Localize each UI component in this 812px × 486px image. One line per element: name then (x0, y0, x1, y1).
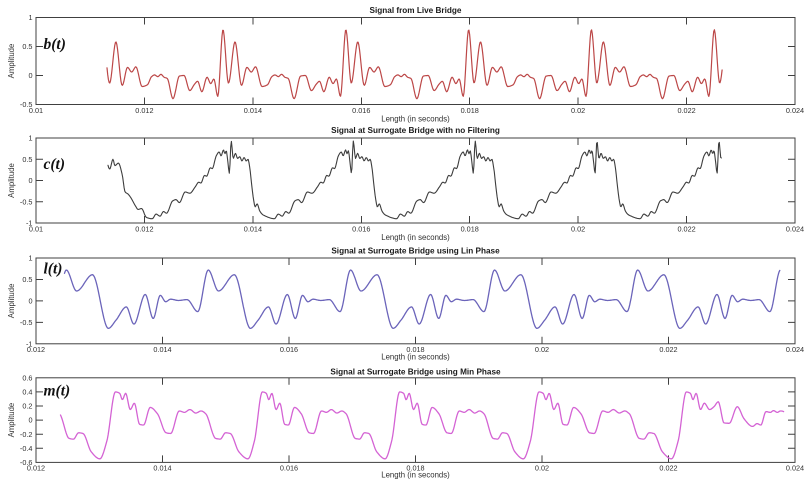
svg-text:0: 0 (28, 416, 32, 425)
svg-text:-0.6: -0.6 (20, 458, 33, 467)
svg-text:Amplitude: Amplitude (7, 284, 16, 319)
svg-text:Signal at Surrogate Bridge usi: Signal at Surrogate Bridge using Min Pha… (330, 368, 501, 377)
svg-text:0.024: 0.024 (786, 345, 804, 354)
svg-text:Signal at Surrogate Bridge usi: Signal at Surrogate Bridge using Lin Pha… (331, 247, 500, 256)
svg-text:-0.5: -0.5 (20, 100, 33, 109)
svg-text:0.02: 0.02 (571, 224, 585, 233)
svg-text:-1: -1 (26, 219, 33, 228)
svg-text:0.02: 0.02 (571, 106, 585, 115)
svg-text:0: 0 (28, 71, 32, 80)
svg-text:-0.4: -0.4 (20, 444, 33, 453)
svg-text:0.016: 0.016 (352, 224, 370, 233)
svg-text:0.012: 0.012 (135, 106, 153, 115)
svg-text:0.02: 0.02 (535, 464, 549, 473)
svg-text:Signal from Live Bridge: Signal from Live Bridge (370, 6, 462, 15)
svg-text:1: 1 (28, 254, 32, 263)
svg-text:c(t): c(t) (44, 156, 66, 173)
svg-text:Length (in seconds): Length (in seconds) (381, 353, 450, 362)
svg-text:0.5: 0.5 (22, 155, 32, 164)
svg-text:0.022: 0.022 (659, 345, 677, 354)
svg-text:l(t): l(t) (44, 261, 63, 278)
svg-text:0.014: 0.014 (244, 106, 262, 115)
svg-text:0.016: 0.016 (280, 464, 298, 473)
svg-text:0.022: 0.022 (659, 464, 677, 473)
svg-text:0.014: 0.014 (153, 345, 171, 354)
svg-text:0.014: 0.014 (244, 224, 262, 233)
svg-text:0.5: 0.5 (22, 42, 32, 51)
svg-text:0.5: 0.5 (22, 275, 32, 284)
svg-text:0.024: 0.024 (786, 464, 804, 473)
svg-text:0: 0 (28, 297, 32, 306)
svg-text:Amplitude: Amplitude (7, 403, 16, 438)
svg-text:Length (in seconds): Length (in seconds) (381, 233, 450, 242)
svg-text:m(t): m(t) (44, 382, 71, 399)
svg-text:Signal at Surrogate Bridge wit: Signal at Surrogate Bridge with no Filte… (331, 126, 500, 135)
svg-text:-0.5: -0.5 (20, 197, 33, 206)
svg-text:-1: -1 (26, 339, 33, 348)
svg-text:0.016: 0.016 (352, 106, 370, 115)
svg-text:Length (in seconds): Length (in seconds) (381, 470, 450, 479)
svg-text:0.018: 0.018 (461, 106, 479, 115)
svg-text:0.018: 0.018 (406, 345, 424, 354)
svg-text:b(t): b(t) (44, 36, 66, 53)
svg-text:0.01: 0.01 (29, 224, 43, 233)
svg-text:0.4: 0.4 (22, 388, 32, 397)
svg-text:1: 1 (28, 13, 32, 22)
svg-text:0.02: 0.02 (535, 345, 549, 354)
svg-text:0.6: 0.6 (22, 373, 32, 382)
svg-text:-0.2: -0.2 (20, 430, 33, 439)
svg-text:0.024: 0.024 (786, 106, 804, 115)
svg-text:0.012: 0.012 (135, 224, 153, 233)
svg-text:-0.5: -0.5 (20, 318, 33, 327)
svg-text:0.012: 0.012 (27, 464, 45, 473)
svg-text:0.018: 0.018 (461, 224, 479, 233)
svg-text:0.014: 0.014 (153, 464, 171, 473)
svg-text:1: 1 (28, 134, 32, 143)
svg-text:Amplitude: Amplitude (7, 44, 16, 79)
svg-text:0: 0 (28, 176, 32, 185)
svg-text:0.016: 0.016 (280, 345, 298, 354)
svg-text:Length (in seconds): Length (in seconds) (381, 115, 450, 124)
svg-text:0.012: 0.012 (27, 345, 45, 354)
svg-text:Amplitude: Amplitude (7, 163, 16, 198)
svg-text:0.022: 0.022 (677, 224, 695, 233)
svg-text:0.018: 0.018 (406, 464, 424, 473)
svg-text:0.024: 0.024 (786, 224, 804, 233)
svg-text:0.022: 0.022 (677, 106, 695, 115)
svg-text:0.01: 0.01 (29, 106, 43, 115)
svg-text:0.2: 0.2 (22, 402, 32, 411)
